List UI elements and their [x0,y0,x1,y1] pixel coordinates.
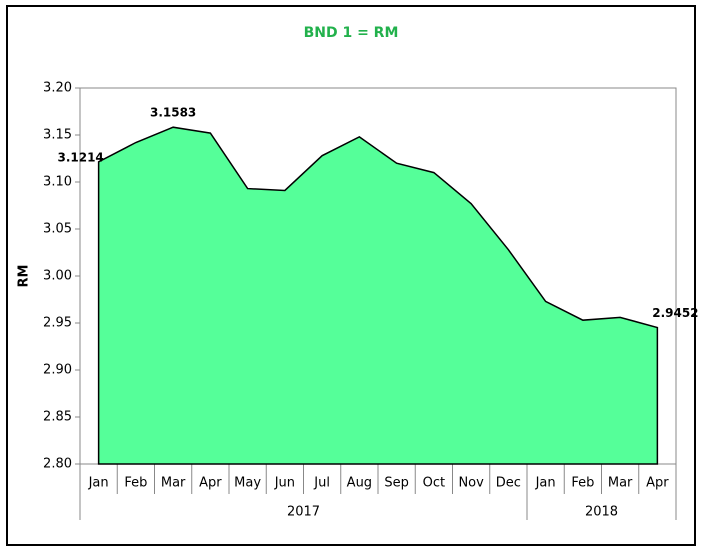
x-tick-label: Mar [161,476,186,491]
x-tick-label: Mar [608,476,633,491]
data-label: 3.1214 [57,150,103,164]
y-tick-label: 3.10 [43,175,72,190]
x-tick-label: Aug [347,476,372,491]
x-tick-label: May [234,476,261,491]
data-label: 2.9452 [652,306,698,320]
y-tick-label: 2.85 [43,410,72,425]
x-group-label: 2017 [287,505,320,520]
y-tick-label: 2.95 [43,316,72,331]
y-tick-label: 3.05 [43,222,72,237]
x-tick-label: Dec [496,476,521,491]
y-tick-label: 2.90 [43,363,72,378]
x-tick-label: Apr [199,476,222,491]
y-tick-label: 3.20 [43,81,72,96]
area [97,126,659,465]
x-group-label: 2018 [585,505,618,520]
x-tick-label: Jan [88,476,109,491]
chart-title: BND 1 = RM [304,25,399,41]
x-tick-label: Oct [423,476,445,491]
x-tick-label: Apr [646,476,669,491]
x-tick-label: Jul [313,476,330,491]
x-tick-label: Nov [458,476,484,491]
data-label: 3.1583 [150,106,196,120]
x-tick-label: Feb [124,476,147,491]
y-tick-label: 3.00 [43,269,72,284]
x-tick-label: Jan [535,476,556,491]
y-tick-label: 2.80 [43,457,72,472]
x-tick-label: Feb [571,476,594,491]
y-axis-label: RM [17,265,32,288]
y-tick-label: 3.15 [43,128,72,143]
x-tick-label: Sep [384,476,409,491]
x-tick-label: Jun [274,476,295,491]
